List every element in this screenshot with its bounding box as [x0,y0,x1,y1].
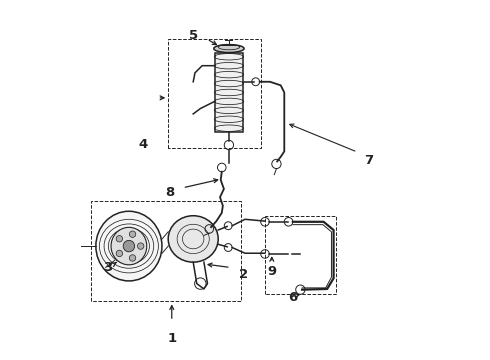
Ellipse shape [111,227,147,265]
Text: 9: 9 [267,265,276,278]
Circle shape [116,250,122,257]
Text: 6: 6 [289,291,298,305]
Text: 8: 8 [165,186,174,199]
Text: 4: 4 [139,138,148,151]
Ellipse shape [96,211,162,281]
Circle shape [129,231,136,237]
Text: 3: 3 [103,261,112,274]
Polygon shape [215,53,243,132]
Text: 2: 2 [239,268,248,281]
Ellipse shape [214,45,244,53]
Text: 5: 5 [189,29,198,42]
Text: 1: 1 [167,333,176,346]
Ellipse shape [168,216,218,262]
Circle shape [129,255,136,261]
Circle shape [138,243,144,249]
Circle shape [123,240,135,252]
Circle shape [116,235,122,242]
Text: 7: 7 [364,154,373,167]
